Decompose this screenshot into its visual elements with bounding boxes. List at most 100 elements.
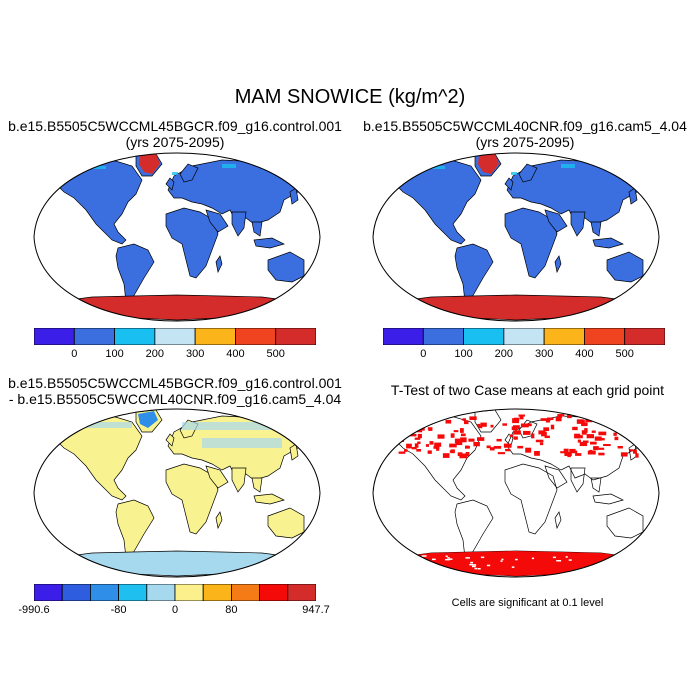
land-indonesia — [253, 493, 285, 505]
land-southAmerica — [454, 243, 494, 303]
significant-cell — [548, 417, 554, 420]
colorbar-box — [230, 584, 260, 601]
land-greenland — [474, 409, 502, 433]
significant-cell — [586, 434, 595, 439]
significant-cell — [598, 447, 605, 450]
significant-cell — [459, 453, 468, 459]
land-northAmerica — [53, 159, 143, 245]
map-boundary — [372, 408, 660, 578]
significant-cell — [442, 453, 450, 458]
nonsignificant-cell — [432, 558, 436, 561]
significant-cell — [638, 418, 645, 422]
significant-cell — [567, 453, 571, 458]
map-boundary — [33, 152, 321, 322]
significant-cell — [509, 434, 514, 438]
nonsignificant-cell — [449, 558, 453, 560]
nonsignificant-cell — [556, 560, 562, 562]
significance-note: Cells are significant at 0.1 level — [451, 597, 604, 609]
diff-patch — [202, 438, 282, 448]
colorbar-tick-label: 200 — [145, 348, 165, 360]
significant-cell — [629, 449, 633, 452]
significant-cell — [519, 415, 524, 420]
significant-cell — [411, 416, 417, 419]
significant-cell — [425, 444, 429, 447]
land-uk — [504, 177, 514, 191]
land-australia — [606, 507, 644, 539]
colorbar-tick-label: 500 — [615, 348, 634, 360]
land-madagascar — [554, 255, 562, 274]
significant-cell — [541, 431, 547, 437]
land-seAsia — [590, 477, 602, 493]
significant-cell — [453, 430, 459, 433]
land-arabia — [205, 209, 229, 233]
nonsignificant-cell — [568, 559, 572, 561]
colorbar-tick-label: 947.7 — [302, 604, 330, 616]
significant-cell — [591, 430, 596, 433]
colorbar-tick-label: 0 — [71, 348, 78, 360]
nonsignificant-cell — [421, 555, 427, 557]
colorbar-box — [73, 328, 115, 345]
land-antarctica — [391, 294, 641, 321]
significant-cell — [417, 441, 421, 444]
significant-cell — [480, 422, 487, 427]
significant-cell — [544, 435, 550, 439]
greenland-ice-patch — [139, 154, 160, 174]
land-india — [231, 211, 247, 237]
significant-cell — [633, 418, 642, 422]
greenland-ice-patch — [478, 154, 499, 174]
significant-cell — [454, 438, 461, 444]
significant-cell — [634, 421, 638, 426]
land-antarctica — [52, 294, 302, 321]
significant-cell — [632, 414, 639, 418]
nonsignificant-cell — [445, 558, 450, 561]
colorbar-tick-label: 0 — [420, 348, 427, 360]
significant-cell — [416, 449, 422, 452]
significant-cell — [403, 428, 412, 433]
land-southAmerica — [115, 243, 155, 303]
diff-patch — [182, 422, 282, 430]
land-seAsia — [590, 221, 602, 237]
snow-patch — [511, 172, 517, 175]
significant-cell — [631, 431, 637, 436]
significant-cell — [469, 416, 477, 420]
nonsignificant-cell — [626, 562, 630, 564]
land-arabia — [205, 465, 229, 489]
colorbar-box — [584, 328, 626, 345]
land-southAmerica — [454, 499, 494, 559]
map-panel-ttest — [372, 408, 660, 578]
land-africa — [165, 207, 219, 279]
significant-cell — [520, 423, 529, 428]
significant-cell — [531, 433, 535, 439]
significant-cell — [575, 453, 582, 456]
colorbar-box — [624, 328, 665, 345]
greenland-diff-patch — [138, 411, 158, 428]
significant-cell — [434, 442, 442, 447]
significant-cell — [583, 440, 589, 443]
significant-cell — [427, 450, 432, 454]
significant-cell — [539, 442, 544, 446]
land-nz — [650, 533, 657, 549]
land-india — [570, 467, 586, 493]
colorbar-box — [503, 328, 545, 345]
colorbar-tick-label: 200 — [494, 348, 514, 360]
colorbar-tick-label: 80 — [225, 604, 238, 616]
colorbar-tick-label: 300 — [185, 348, 205, 360]
main-title: MAM SNOWICE (kg/m^2) — [234, 86, 466, 108]
significant-cell — [609, 420, 617, 426]
colorbar-box — [287, 584, 316, 601]
significant-cell — [455, 441, 463, 446]
land-antarctica — [52, 550, 302, 577]
land-madagascar — [215, 255, 223, 274]
significant-cell — [560, 451, 567, 454]
snow-patch — [172, 172, 178, 175]
land-indonesia — [592, 237, 624, 249]
land-northAmerica — [392, 159, 482, 245]
significant-cell — [490, 447, 494, 450]
significant-cell — [450, 433, 455, 438]
colorbar-box — [422, 328, 464, 345]
land-uk — [165, 177, 175, 191]
significant-cell — [410, 433, 417, 437]
significant-cell — [526, 423, 532, 427]
snow-patch — [222, 164, 236, 168]
colorbar-tick-label: 100 — [454, 348, 473, 360]
